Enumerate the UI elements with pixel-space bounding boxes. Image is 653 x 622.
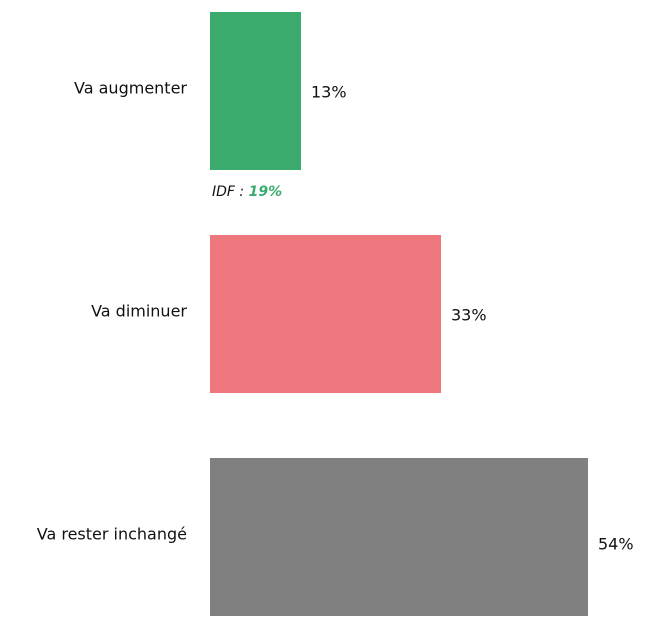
value-label: 54%	[598, 535, 634, 554]
bar	[210, 12, 301, 170]
category-label: Va diminuer	[91, 302, 187, 321]
bar	[210, 235, 441, 393]
value-label: 33%	[451, 306, 487, 325]
annotation: IDF : 19%	[212, 184, 282, 200]
annotation-prefix: IDF :	[212, 184, 244, 200]
bar	[210, 458, 588, 616]
value-label: 13%	[311, 83, 347, 102]
category-label: Va augmenter	[74, 79, 187, 98]
category-label: Va rester inchangé	[37, 525, 187, 544]
annotation-highlight: 19%	[249, 184, 283, 200]
